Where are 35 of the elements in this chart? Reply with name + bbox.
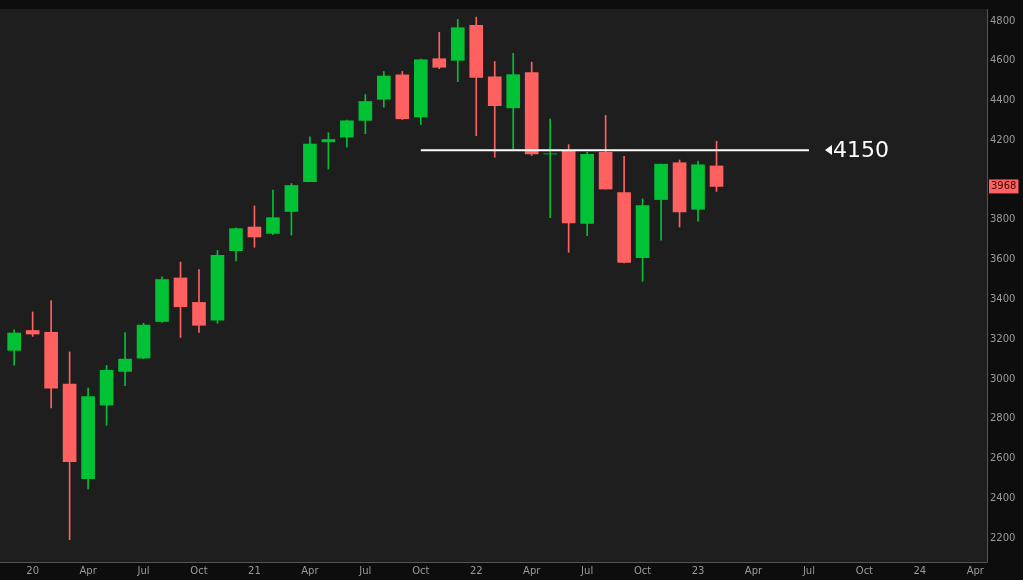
y-tick-label: 3800 bbox=[990, 213, 1016, 225]
x-tick-label: Jul bbox=[136, 564, 150, 576]
text: 3968 bbox=[991, 180, 1017, 192]
x-tick-label: Oct bbox=[412, 564, 430, 576]
ref-line-label: 4150 bbox=[832, 136, 889, 165]
y-tick-label: 2800 bbox=[990, 412, 1016, 424]
x-tick-label: 24 bbox=[913, 564, 927, 576]
x-tick-label: Oct bbox=[190, 564, 208, 576]
x-tick-label: 22 bbox=[469, 564, 483, 576]
x-tick-label: Apr bbox=[79, 564, 98, 576]
y-tick-label: 4400 bbox=[990, 94, 1016, 106]
x-tick-label: Jul bbox=[358, 564, 372, 576]
y-tick-label: 4600 bbox=[990, 54, 1016, 66]
y-tick-label: 2200 bbox=[990, 531, 1016, 543]
x-tick-label: Oct bbox=[855, 564, 874, 576]
x-tick-label: 20 bbox=[26, 564, 40, 576]
x-tick-label: Apr bbox=[523, 564, 542, 576]
x-tick-label: Apr bbox=[301, 564, 320, 576]
y-tick-label: 3200 bbox=[990, 332, 1016, 344]
y-tick-label: 4800 bbox=[990, 14, 1016, 26]
x-tick-label: Jul bbox=[801, 564, 815, 576]
y-tick-label: 2600 bbox=[990, 452, 1016, 464]
y-tick-label: 3400 bbox=[990, 293, 1016, 305]
x-tick-label: Jul bbox=[580, 564, 594, 576]
x-tick-label: 23 bbox=[691, 564, 705, 576]
x-tick-label: Apr bbox=[744, 564, 764, 576]
y-tick-label: 3000 bbox=[990, 372, 1016, 384]
y-tick-label: 2400 bbox=[990, 491, 1016, 503]
y-tick-label: 4200 bbox=[990, 133, 1016, 145]
x-tick-label: Apr bbox=[966, 564, 985, 576]
candlestick bbox=[118, 332, 132, 387]
x-tick-label: 21 bbox=[248, 564, 261, 576]
candlestick bbox=[543, 118, 558, 218]
y-tick-label: 3600 bbox=[990, 253, 1016, 265]
x-tick-label: Oct bbox=[633, 564, 652, 576]
